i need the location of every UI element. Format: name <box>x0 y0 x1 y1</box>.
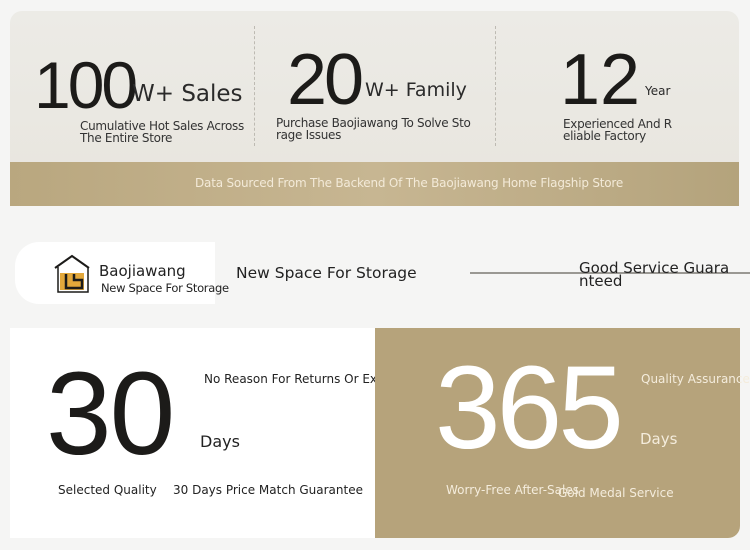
stat-number: 20 <box>287 40 364 120</box>
warranty-unit: Days <box>640 430 678 448</box>
returns-unit: Days <box>200 432 240 451</box>
desc-line: Experienced And R <box>563 117 672 131</box>
stat-unit: Year <box>645 84 671 98</box>
warranty-panel: 365 Quality Assurance Days Worry-Free Af… <box>375 328 750 538</box>
stat-unit: W+ Family <box>365 79 467 101</box>
service-text: Good Service Guara nteed <box>579 259 730 290</box>
divider <box>495 26 496 146</box>
divider-line <box>470 272 750 274</box>
service-line: Good Service Guara <box>579 259 730 277</box>
warranty-number: 365 <box>435 342 624 474</box>
stat-unit: W+ Sales <box>132 81 243 107</box>
slogan: New Space For Storage <box>236 264 417 282</box>
brand-tagline: New Space For Storage <box>101 281 229 295</box>
stat-description: Cumulative Hot Sales Across The Entire S… <box>80 120 244 144</box>
feature-label: Gold Medal Service <box>558 486 674 500</box>
feature-label: 30 Days Price Match Guarantee <box>173 483 363 497</box>
brand-name: Baojiawang <box>99 262 186 280</box>
stat-description: Experienced And R eliable Factory <box>563 118 672 142</box>
returns-number: 30 <box>46 348 175 480</box>
service-line: nteed <box>579 272 623 290</box>
stat-number: 100 <box>34 48 138 122</box>
desc-line: rage Issues <box>276 128 342 142</box>
stat-number: 12 <box>560 40 641 120</box>
stat-description: Purchase Baojiawang To Solve Sto rage Is… <box>276 117 471 141</box>
feature-label: Selected Quality <box>58 483 157 497</box>
returns-panel: 30 No Reason For Returns Or Exchanges Da… <box>10 328 427 538</box>
desc-line: Cumulative Hot Sales Across <box>80 119 244 133</box>
source-note: Data Sourced From The Backend Of The Bao… <box>195 176 624 190</box>
divider <box>254 26 255 146</box>
feature-label: Worry-Free After-Sales <box>446 483 579 497</box>
desc-line: Purchase Baojiawang To Solve Sto <box>276 116 471 130</box>
brand-card <box>15 242 215 304</box>
returns-title: No Reason For Returns Or Exchanges <box>204 372 428 386</box>
source-band: Data Sourced From The Backend Of The Bao… <box>10 162 739 206</box>
desc-line: The Entire Store <box>80 131 173 145</box>
desc-line: eliable Factory <box>563 129 646 143</box>
house-icon <box>54 254 90 293</box>
warranty-title: Quality Assurance <box>641 372 750 386</box>
stats-panel: 100 W+ Sales Cumulative Hot Sales Across… <box>10 11 739 206</box>
